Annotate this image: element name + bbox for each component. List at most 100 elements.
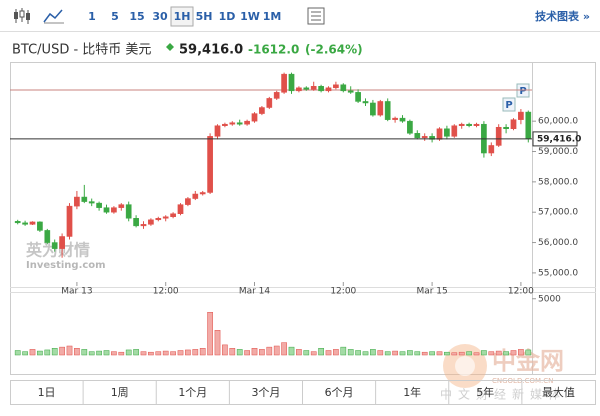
y-tick-label: 60,000.0 xyxy=(538,117,578,127)
range-button[interactable]: 6个月 xyxy=(325,386,354,399)
volume-bar xyxy=(66,345,73,356)
range-button[interactable]: 3个月 xyxy=(251,386,280,399)
interval-button[interactable]: 1 xyxy=(88,10,96,23)
volume-bar xyxy=(162,350,169,356)
candle-body xyxy=(370,102,376,116)
candle-body xyxy=(259,107,265,114)
volume-bar xyxy=(414,351,421,356)
candle-body xyxy=(81,196,88,202)
price-change: -1612.0 xyxy=(248,43,299,57)
volume-bar xyxy=(170,351,176,356)
volume-bar xyxy=(325,350,332,356)
range-button[interactable]: 1年 xyxy=(403,385,421,399)
candle-body xyxy=(266,98,273,108)
candle-body xyxy=(229,122,236,125)
candle-body xyxy=(281,73,287,93)
line-icon[interactable] xyxy=(43,9,63,23)
candle-body xyxy=(355,92,361,102)
watermark-cn: 英为财情 xyxy=(25,241,90,260)
price-change-pct: (-2.64%) xyxy=(305,43,363,57)
volume-bar xyxy=(362,351,369,356)
marker[interactable]: P xyxy=(519,86,526,97)
candle-body xyxy=(333,84,339,89)
interval-button[interactable]: 1M xyxy=(263,10,282,23)
candle-body xyxy=(495,126,502,146)
x-tick-label: 12:00 xyxy=(153,287,179,297)
candle-body xyxy=(51,242,58,249)
interval-button[interactable]: 30 xyxy=(152,10,168,23)
volume-bar xyxy=(525,349,532,356)
interval-button[interactable]: 15 xyxy=(129,10,144,23)
volume-bar xyxy=(155,351,162,356)
volume-bar xyxy=(29,349,36,356)
candle-body xyxy=(407,120,413,134)
volume-bar xyxy=(281,342,287,356)
volume-bar xyxy=(495,350,502,356)
volume-bar xyxy=(199,348,206,356)
range-button[interactable]: 1日 xyxy=(38,386,56,399)
volume-bar xyxy=(51,348,58,356)
candle-body xyxy=(251,113,258,122)
candle-body xyxy=(399,117,406,122)
x-tick-label: Mar 13 xyxy=(61,287,92,297)
y-tick-label: 59,000.0 xyxy=(538,147,578,157)
cngold-sub: 中文财经新媒体 xyxy=(440,387,566,402)
candle-body xyxy=(170,213,176,218)
range-button[interactable]: 最大值 xyxy=(542,385,575,399)
volume-bar xyxy=(14,350,21,356)
candle-body xyxy=(222,123,228,126)
interval-button[interactable]: 1D xyxy=(219,10,236,23)
technical-chart-link[interactable]: 技术图表 » xyxy=(535,9,590,23)
volume-bar xyxy=(518,349,524,356)
volume-bar xyxy=(384,351,391,356)
candle-body xyxy=(14,221,21,224)
volume-bar xyxy=(259,349,265,356)
candle-body xyxy=(192,193,199,199)
volume-bar xyxy=(377,350,384,356)
volume-bar xyxy=(399,351,406,356)
candle-body xyxy=(518,111,524,120)
marker[interactable]: P xyxy=(505,100,512,111)
candle-body xyxy=(384,101,391,120)
range-button[interactable]: 1个月 xyxy=(178,386,207,399)
volume-bar xyxy=(266,346,273,356)
candle-body xyxy=(503,126,509,130)
volume-bar xyxy=(214,330,221,356)
cngold-logo-inner xyxy=(455,356,475,376)
volume-bar xyxy=(44,349,51,356)
candle-body xyxy=(377,101,384,116)
volume-bar xyxy=(74,348,80,356)
marker-box[interactable] xyxy=(502,97,516,112)
symbol: BTC/USD - 比特币 美元 xyxy=(12,43,151,58)
volume-bar xyxy=(177,350,184,356)
interval-button[interactable]: 5 xyxy=(111,10,119,23)
candle-body xyxy=(325,87,332,92)
candle-body xyxy=(236,122,243,125)
volume-bar xyxy=(510,350,517,356)
volume-bar xyxy=(333,349,339,356)
candle-body xyxy=(273,92,280,99)
volume-bar xyxy=(303,350,310,356)
y-tick-label: 58,000.0 xyxy=(538,177,578,187)
candle-body xyxy=(66,205,73,237)
interval-button[interactable]: 1W xyxy=(240,10,260,23)
volume-bar xyxy=(407,350,413,356)
y-tick-label: 56,000.0 xyxy=(538,238,578,248)
volume-bar xyxy=(192,349,199,356)
candle-icon[interactable] xyxy=(14,8,30,24)
candle-body xyxy=(185,198,191,205)
volume-bar xyxy=(444,351,450,356)
candle-body xyxy=(140,224,147,227)
candle-body xyxy=(125,204,132,219)
settings-icon[interactable] xyxy=(307,7,325,25)
volume-bar xyxy=(451,352,458,356)
volume-bar xyxy=(296,349,302,356)
candle-body xyxy=(347,90,354,93)
range-button[interactable]: 1周 xyxy=(111,386,129,399)
range-button[interactable]: 5年 xyxy=(476,385,494,399)
interval-button[interactable]: 5H xyxy=(196,10,213,23)
marker-box[interactable] xyxy=(516,83,530,98)
volume-bar xyxy=(125,349,132,356)
interval-button[interactable]: 1H xyxy=(174,10,191,23)
candle-body xyxy=(133,218,139,227)
